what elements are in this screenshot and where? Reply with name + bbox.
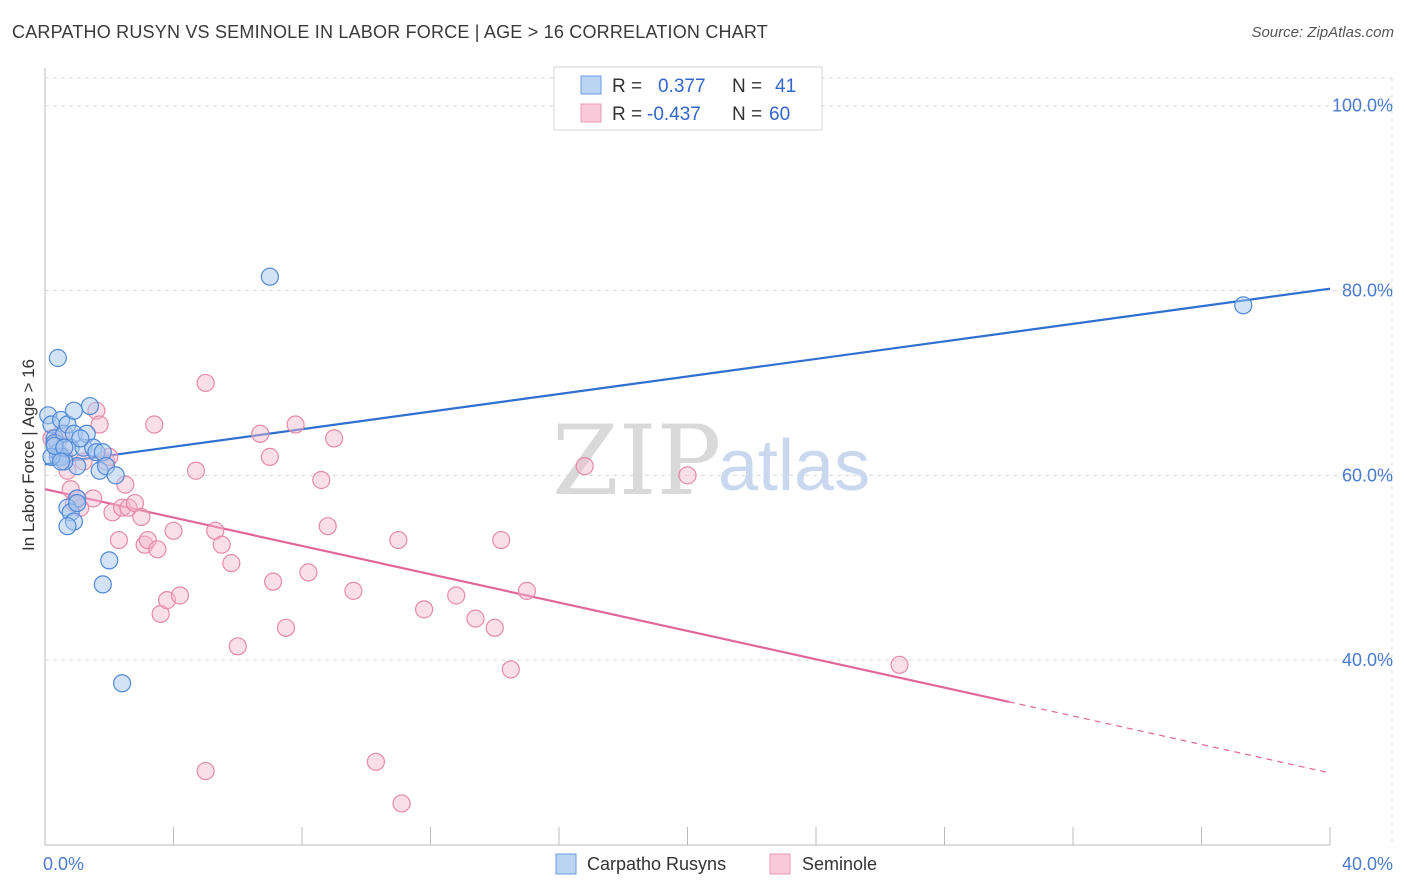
data-point-seminole <box>196 373 215 393</box>
bottom-legend-swatch-carpatho <box>555 853 577 875</box>
data-point-seminole <box>286 415 305 434</box>
data-point-seminole <box>392 794 411 813</box>
data-point-seminole <box>299 563 318 582</box>
watermark: ZIP atlas <box>552 405 870 517</box>
data-point-seminole <box>222 554 241 573</box>
legend-n-value-seminole: 60 <box>769 104 790 125</box>
y-tick-label: 100.0% <box>1332 96 1393 116</box>
data-point-carpatho <box>112 674 132 693</box>
x-tick-label: 0.0% <box>43 854 84 874</box>
data-point-seminole <box>212 535 231 554</box>
data-point-seminole <box>485 618 504 637</box>
data-point-seminole <box>228 637 247 656</box>
trend-line-seminole <box>44 488 1009 703</box>
data-point-seminole <box>148 540 167 559</box>
data-point-seminole <box>145 415 164 434</box>
data-point-seminole <box>170 586 190 605</box>
legend-swatch-carpatho <box>580 75 602 95</box>
bottom-legend-label-carpatho: Carpatho Rusyns <box>587 854 726 874</box>
data-point-carpatho <box>71 429 90 448</box>
trend-lines <box>44 287 1331 774</box>
data-point-seminole <box>132 507 151 527</box>
data-point-carpatho <box>64 401 84 420</box>
data-point-carpatho <box>48 348 67 368</box>
data-point-seminole <box>164 521 183 540</box>
y-tick-labels: 40.0% 60.0% 80.0% 100.0% <box>1332 96 1393 670</box>
data-point-seminole <box>366 752 385 771</box>
legend-r-value-carpatho: 0.377 <box>658 76 706 97</box>
legend-r-label-carpatho: R = <box>612 76 642 97</box>
chart-title: CARPATHO RUSYN VS SEMINOLE IN LABOR FORC… <box>12 22 768 42</box>
data-point-seminole <box>186 461 206 480</box>
x-tick-labels: 0.0% 40.0% <box>43 854 1393 874</box>
y-tick-label: 80.0% <box>1342 281 1393 301</box>
trend-line-carpatho <box>44 287 1331 466</box>
data-point-seminole <box>260 447 279 466</box>
data-point-seminole <box>325 429 344 448</box>
data-point-carpatho <box>68 493 87 513</box>
bottom-legend-swatch-seminole <box>769 853 791 875</box>
legend-box: R = 0.377 N = 41 R = -0.437 N = 60 <box>553 66 823 131</box>
data-point-seminole <box>312 470 331 490</box>
data-point-carpatho <box>58 517 77 536</box>
data-point-seminole <box>263 572 283 591</box>
trend-line-seminole-extension <box>1008 701 1331 774</box>
data-point-carpatho <box>51 452 71 471</box>
data-point-seminole <box>678 466 697 485</box>
data-point-seminole <box>109 530 128 550</box>
data-point-carpatho <box>260 267 279 286</box>
data-point-carpatho <box>106 466 125 485</box>
data-point-seminole <box>90 415 109 434</box>
y-tick-label: 60.0% <box>1342 465 1393 485</box>
data-point-carpatho <box>80 396 100 416</box>
data-point-seminole <box>501 660 520 679</box>
legend-n-value-carpatho: 41 <box>775 76 796 97</box>
legend-r-label-seminole: R = <box>612 104 642 125</box>
data-point-seminole <box>318 517 337 536</box>
data-point-seminole <box>575 457 594 476</box>
data-point-carpatho <box>1234 296 1253 315</box>
data-point-carpatho <box>93 575 112 594</box>
legend-r-value-seminole: -0.437 <box>647 104 701 125</box>
y-axis-label: In Labor Force | Age > 16 <box>19 359 38 551</box>
data-point-seminole <box>492 530 511 550</box>
data-point-seminole <box>890 655 909 674</box>
data-point-seminole <box>251 424 270 443</box>
chart-source: Source: ZipAtlas.com <box>1251 24 1394 41</box>
data-point-seminole <box>389 530 408 550</box>
watermark-zip: ZIP <box>552 405 721 517</box>
watermark-atlas: atlas <box>718 426 870 506</box>
bottom-legend: Carpatho Rusyns Seminole <box>555 853 877 875</box>
data-point-carpatho <box>100 551 119 570</box>
data-point-seminole <box>517 581 536 600</box>
y-tick-label: 40.0% <box>1342 650 1393 670</box>
legend-n-label-carpatho: N = <box>732 76 762 97</box>
data-point-seminole <box>138 530 157 550</box>
data-point-seminole <box>447 586 466 605</box>
data-point-seminole <box>466 609 485 628</box>
data-point-seminole <box>344 581 363 600</box>
data-point-seminole <box>196 761 215 781</box>
data-point-seminole <box>276 618 296 637</box>
legend-swatch-seminole <box>580 103 602 123</box>
legend-n-label-seminole: N = <box>732 104 762 125</box>
data-point-seminole <box>414 600 434 619</box>
data-points <box>39 267 1253 813</box>
data-point-seminole <box>84 489 103 508</box>
x-tick-label: 40.0% <box>1342 854 1393 874</box>
bottom-legend-label-seminole: Seminole <box>802 854 877 874</box>
